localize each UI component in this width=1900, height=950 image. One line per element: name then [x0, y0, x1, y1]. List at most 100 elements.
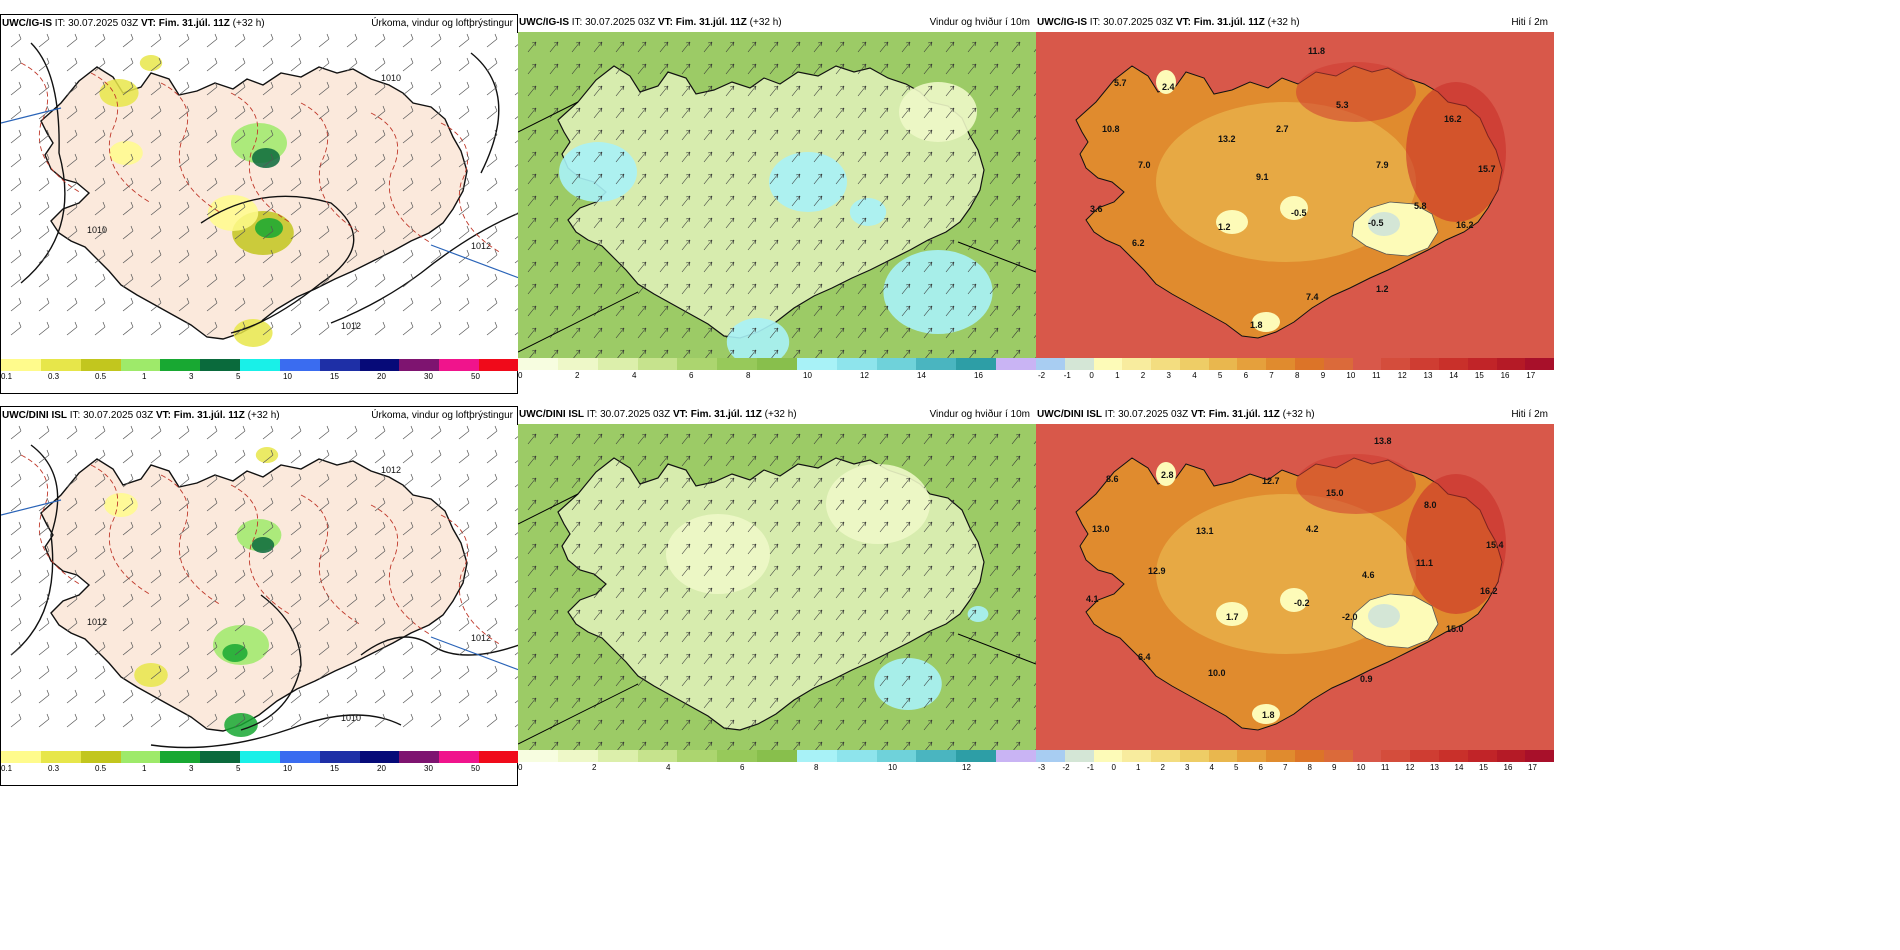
wind-arrow [923, 587, 933, 599]
panel-title: Hiti í 2m [1511, 409, 1548, 420]
wind-arrow [681, 609, 691, 621]
wind-arrow [659, 283, 669, 295]
wind-barb [290, 665, 302, 680]
precip-area [252, 148, 280, 168]
wind-arrow [659, 327, 669, 339]
wind-barb [150, 81, 162, 96]
wind-arrow [659, 499, 669, 511]
temperature-label: 10.8 [1102, 124, 1120, 134]
wind-speed-area [967, 606, 989, 622]
wind-arrow [615, 305, 625, 317]
wind-arrow [1011, 543, 1021, 555]
temperature-label: 3.6 [1090, 204, 1103, 214]
wind-barb [38, 665, 50, 680]
colorbar-tick-label: 10 [283, 372, 292, 381]
wind-arrow [967, 587, 977, 599]
wind-arrow [923, 151, 933, 163]
wind-arrow [859, 741, 867, 750]
wind-barb [38, 713, 50, 728]
wind-arrow [747, 433, 757, 445]
wind-arrow [813, 609, 823, 621]
wind-barb [374, 689, 386, 704]
wind-arrow [1033, 485, 1036, 489]
wind-arrow [749, 349, 757, 358]
wind-arrow [1011, 719, 1021, 731]
wind-barb [38, 497, 50, 512]
wind-arrow [637, 327, 647, 339]
wind-arrow [901, 283, 911, 295]
wind-arrow [659, 675, 669, 687]
wind-barb [66, 545, 78, 560]
wind-arrow [703, 305, 713, 317]
wind-arrow [549, 631, 559, 643]
precip-colorbar [1, 751, 519, 763]
wind-arrow [791, 477, 801, 489]
wind-arrow [967, 609, 977, 621]
temperature-label: 7.0 [1138, 160, 1151, 170]
panel-precip-row1: UWC/IG-IS IT: 30.07.2025 03Z VT: Fim. 31… [0, 14, 519, 394]
wind-arrow [879, 261, 889, 273]
temperature-label: 7.4 [1306, 292, 1319, 302]
wind-arrow [813, 217, 823, 229]
wind-arrow [879, 283, 889, 295]
precip-area [251, 537, 275, 553]
wind-barb [94, 105, 106, 120]
wind-arrow [681, 675, 691, 687]
wind-arrow [989, 455, 999, 467]
wind-arrow [703, 499, 713, 511]
wind-arrow [703, 477, 713, 489]
wind-barb [346, 105, 358, 120]
isobar [150, 714, 402, 749]
wind-barb [374, 273, 386, 288]
wind-arrow [901, 653, 911, 665]
wind-barb [290, 57, 302, 72]
wind-arrow [527, 283, 537, 295]
wind-arrow [747, 697, 757, 709]
wind-arrow [813, 631, 823, 643]
wind-arrow [769, 609, 779, 621]
wind-arrow [901, 521, 911, 533]
wind-barb [206, 129, 218, 144]
wind-barb [234, 569, 246, 584]
wind-arrow [681, 565, 691, 577]
wind-arrow [857, 455, 867, 467]
colorbar-tick-label: 3 [189, 764, 194, 773]
wind-barb [458, 593, 470, 608]
wind-barb [10, 497, 22, 512]
wind-arrow [813, 129, 823, 141]
wind-barb [346, 569, 358, 584]
wind-arrow [769, 261, 779, 273]
wind-arrow [549, 217, 559, 229]
wind-arrow [747, 631, 757, 643]
wind-barb [150, 497, 162, 512]
wind-barb [38, 129, 50, 144]
wind-arrow [725, 327, 735, 339]
wind-barb [234, 449, 246, 464]
wind-barb [150, 129, 162, 144]
wind-arrow [967, 85, 977, 97]
isobar [330, 212, 519, 324]
wind-barb [346, 593, 358, 608]
wind-barb [10, 449, 22, 464]
wind-arrow [879, 631, 889, 643]
temperature-label: 15.7 [1478, 164, 1496, 174]
wind-barb [430, 225, 442, 240]
wind-arrow [615, 433, 625, 445]
wind-arrow [615, 653, 625, 665]
wind-arrow [637, 697, 647, 709]
colorbar-tick-label: 15 [1479, 763, 1488, 772]
wind-arrow [901, 675, 911, 687]
wind-barb [290, 545, 302, 560]
wind-arrow [571, 173, 581, 185]
temp-map: 11.8 5.7 2.4 10.8 5.3 13.2 2.7 16.2 7.0 9.1 7.9 15.… [1036, 32, 1554, 358]
wind-barb [66, 225, 78, 240]
wind-arrow [681, 85, 691, 97]
wind-arrow [879, 433, 889, 445]
wind-arrow [593, 327, 603, 339]
wind-arrow [813, 283, 823, 295]
wind-arrow [769, 195, 779, 207]
colorbar-tick-label: 0.1 [1, 372, 13, 381]
wind-arrow [725, 697, 735, 709]
wind-arrow [791, 499, 801, 511]
wind-arrow [879, 85, 889, 97]
